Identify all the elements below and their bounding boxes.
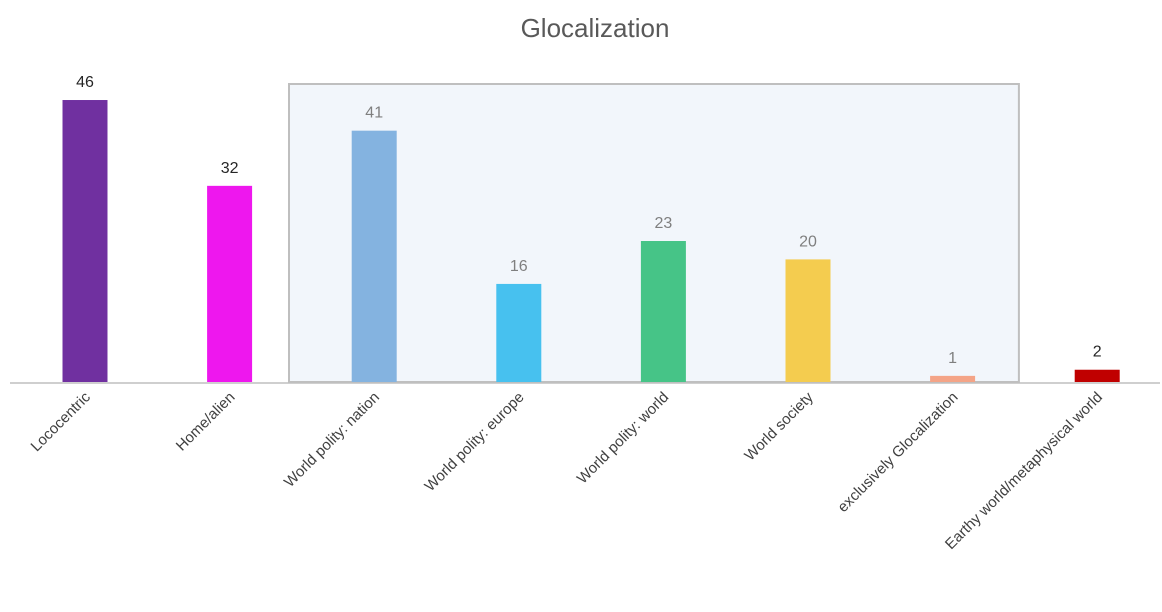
value-label-6: 20 xyxy=(799,233,817,250)
bar-2 xyxy=(207,185,253,382)
x-tick-label-5: World polity: world xyxy=(574,389,672,487)
bar-5 xyxy=(640,241,686,382)
bar-7 xyxy=(930,375,976,382)
x-tick-label-4: World polity: europe xyxy=(421,389,527,495)
x-tick-label-7: exclusively Glocalization xyxy=(834,389,961,516)
x-tick-label-8: Earthy world/metaphysical world xyxy=(942,389,1106,553)
chart-title: Glocalization xyxy=(521,13,670,43)
value-label-4: 16 xyxy=(510,258,528,275)
x-tick-labels: Lococentric Home/alien World polity: natio… xyxy=(28,388,1106,552)
value-label-5: 23 xyxy=(655,215,673,232)
bar-6 xyxy=(785,259,831,382)
x-tick-label-2: Home/alien xyxy=(173,389,239,455)
x-tick-label-3: World polity: nation xyxy=(281,389,383,491)
bars xyxy=(62,100,1120,383)
value-label-8: 2 xyxy=(1093,344,1102,361)
value-label-2: 32 xyxy=(221,160,239,177)
value-label-7: 1 xyxy=(948,350,957,367)
value-labels: 46 32 41 16 23 20 1 2 xyxy=(76,74,1102,367)
x-tick-label-1: Lococentric xyxy=(28,388,95,455)
bar-4 xyxy=(496,283,542,382)
bar-1 xyxy=(62,100,108,383)
value-label-1: 46 xyxy=(76,74,94,91)
value-label-3: 41 xyxy=(365,105,383,122)
bar-3 xyxy=(351,130,397,382)
bar-8 xyxy=(1074,369,1120,382)
x-tick-label-6: World society xyxy=(741,388,817,464)
